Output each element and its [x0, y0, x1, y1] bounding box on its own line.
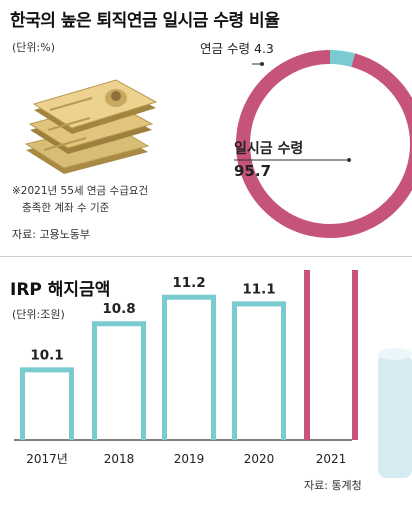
money-stack-illustration	[24, 79, 158, 174]
footnote: ※2021년 55세 연금 수급요건 충족한 계좌 수 기준	[12, 183, 148, 217]
slice-label-lump-sum: 일시금 수령	[234, 141, 303, 157]
footnote-line: 충족한 계좌 수 기준	[22, 202, 110, 214]
slice-value-pension: 4.3	[254, 41, 274, 56]
slice-label-pension: 연금 수령	[200, 41, 250, 56]
bar-3	[232, 301, 286, 440]
section-divider	[0, 256, 412, 257]
bar-4	[304, 270, 358, 440]
bar-value-label: 11.1	[242, 281, 275, 297]
donut-chart-source: 자료: 고용노동부	[12, 228, 91, 241]
footnote-line: ※2021년 55세 연금 수급요건	[12, 185, 149, 197]
bar-chart: 10.12017년10.8201811.2201911.1202011.7202…	[14, 270, 412, 478]
bar-chart-source: 자료: 통계청	[304, 479, 362, 492]
bar-1	[92, 321, 146, 440]
donut-slice-0	[329, 50, 356, 67]
bar-chart-title: IRP 해지금액	[10, 280, 111, 300]
cup-icon	[378, 348, 412, 478]
x-tick-label: 2021	[316, 452, 347, 466]
bar-value-label: 10.8	[102, 301, 135, 317]
x-tick-label: 2019	[174, 452, 205, 466]
x-tick-label: 2020	[244, 452, 275, 466]
banknote-icon	[24, 79, 158, 174]
x-tick-label: 2017년	[26, 452, 68, 466]
donut-chart-title: 한국의 높은 퇴직연금 일시금 수령 비율	[10, 11, 280, 31]
donut-chart: 연금 수령 4.3 일시금 수령 95.7	[200, 41, 412, 238]
bar-chart-unit: (단위:조원)	[12, 308, 65, 321]
slice-value-lump-sum: 95.7	[234, 162, 271, 180]
slice-leader-dot	[347, 158, 351, 162]
x-tick-label: 2018	[104, 452, 135, 466]
bar-value-label: 11.2	[172, 275, 205, 291]
bar-value-label: 10.1	[30, 347, 63, 363]
bar-0	[20, 367, 74, 440]
slice-leader-dot	[260, 62, 264, 66]
bar-2	[162, 294, 216, 440]
donut-chart-unit: (단위:%)	[12, 41, 55, 54]
donut-slice-1	[236, 50, 412, 238]
